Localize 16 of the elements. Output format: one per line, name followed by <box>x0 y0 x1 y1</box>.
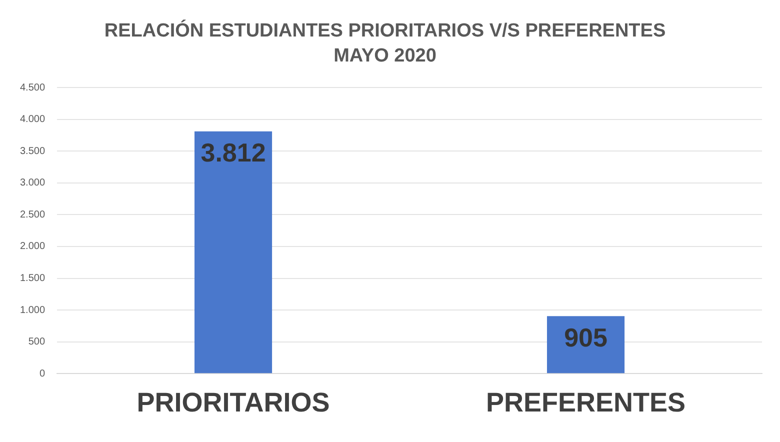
y-tick-label: 4.500 <box>20 82 46 94</box>
y-tick-label: 3.500 <box>20 146 46 157</box>
y-tick-label: 4.000 <box>20 114 46 126</box>
y-tick-label: 2.000 <box>20 241 46 252</box>
data-label: 905 <box>564 322 608 352</box>
data-label: 3.812 <box>200 138 266 168</box>
x-tick-label: PRIORITARIOS <box>136 387 330 418</box>
y-tick-label: 500 <box>28 336 46 348</box>
y-tick-label: 1.500 <box>20 273 46 284</box>
y-tick-label: 1.000 <box>20 304 46 316</box>
chart-title: RELACIÓN ESTUDIANTES PRIORITARIOS V/S PREFERENTES <box>104 20 666 42</box>
chart-subtitle: MAYO 2020 <box>334 45 436 66</box>
y-tick-label: 3.000 <box>20 178 46 189</box>
y-tick-label: 0 <box>39 368 46 380</box>
y-tick-label: 2.500 <box>20 209 46 220</box>
x-tick-label: PREFERENTES <box>486 387 686 418</box>
